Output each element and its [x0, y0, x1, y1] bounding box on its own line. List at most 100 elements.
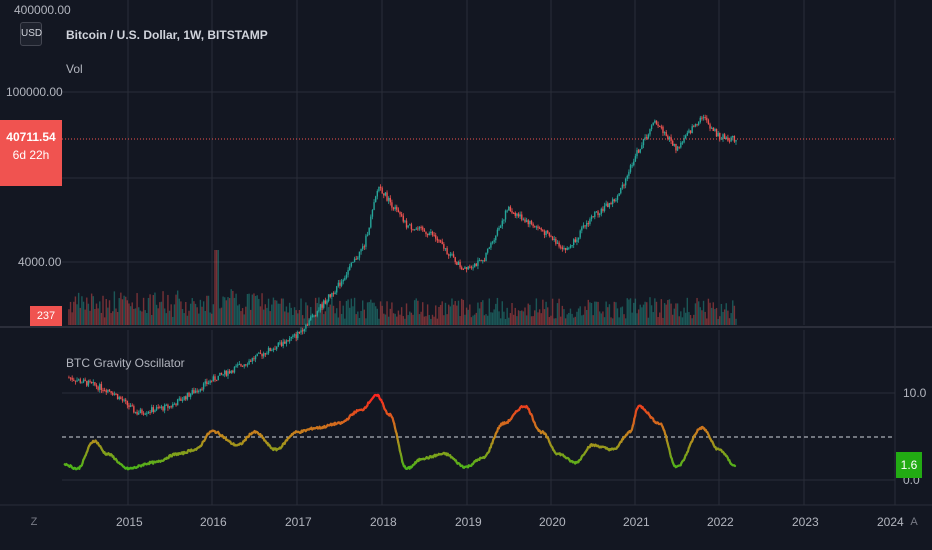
candle-body	[292, 335, 294, 337]
candle-body	[563, 247, 565, 250]
volume-bar	[516, 316, 518, 325]
volume-bar	[430, 318, 432, 325]
currency-button[interactable]: USD	[20, 22, 42, 46]
candle-body	[431, 231, 434, 235]
volume-bar	[295, 310, 297, 325]
candle-body	[392, 207, 395, 210]
candle-body	[159, 407, 161, 409]
candle-body	[673, 143, 676, 146]
volume-bar	[538, 309, 541, 325]
candle-body	[267, 347, 270, 354]
volume-bar	[564, 318, 567, 325]
volume-bar	[352, 306, 354, 325]
price-tick-label: 400000.00	[14, 3, 71, 17]
volume-bar	[662, 317, 664, 325]
candle-body	[173, 403, 176, 405]
candle-body	[667, 135, 669, 139]
time-axis[interactable]: 2015 2016 2017 2018 2019 2020 2021 2022 …	[116, 515, 904, 529]
volume-bar	[699, 307, 701, 325]
volume-bar	[277, 303, 279, 325]
time-tick-label: 2018	[370, 515, 397, 529]
volume-bar	[279, 303, 281, 325]
candle-body	[133, 406, 135, 413]
candle-body	[637, 150, 640, 153]
candle-body	[295, 334, 297, 339]
candle-body	[144, 413, 146, 415]
candle-body	[271, 350, 273, 352]
volume-bar	[672, 314, 674, 325]
candle-body	[467, 266, 469, 270]
volume-bar	[262, 309, 265, 325]
candle-body	[318, 310, 320, 312]
volume-bar	[547, 307, 549, 325]
volume-bar	[201, 306, 203, 325]
auto-scale-left-button[interactable]: Z	[30, 516, 38, 528]
candle-body	[574, 239, 577, 242]
volume-bar	[183, 313, 185, 325]
volume-bar	[436, 318, 439, 325]
volume-bar	[519, 310, 521, 325]
candle-body	[384, 192, 387, 196]
candle-body	[735, 140, 737, 142]
volume-bar	[86, 297, 88, 325]
candle-body	[605, 203, 607, 206]
volume-bar	[155, 304, 158, 325]
volume-bar	[146, 312, 148, 325]
candle-body	[491, 241, 494, 243]
volume-bar	[220, 307, 223, 325]
candle-body	[719, 133, 721, 140]
volume-bar	[349, 307, 351, 325]
volume-bar	[568, 312, 570, 325]
candle-body	[725, 137, 727, 139]
candle-body	[160, 406, 163, 408]
volume-bar	[486, 315, 489, 325]
candle-body	[352, 261, 354, 263]
candle-body	[652, 122, 654, 126]
volume-bar	[441, 301, 443, 325]
candle-body	[262, 353, 265, 357]
candle-body	[105, 390, 107, 393]
volume-bar	[266, 307, 268, 325]
time-tick-label: 2016	[200, 515, 227, 529]
volume-bar	[326, 299, 328, 325]
candle-body	[214, 376, 216, 381]
volume-bar	[355, 314, 357, 325]
auto-scale-right-button[interactable]: A	[910, 516, 918, 528]
candle-body	[243, 364, 245, 367]
candle-body	[680, 142, 682, 148]
volume-bar	[616, 308, 619, 325]
candle-body	[714, 128, 716, 131]
volume-bar	[81, 296, 83, 325]
candle-body	[595, 211, 598, 213]
volume-bar	[451, 298, 453, 325]
volume-bar	[319, 304, 322, 325]
volume-bar	[82, 301, 85, 325]
volume-bar	[120, 292, 122, 325]
candle-body	[441, 241, 443, 245]
candle-body	[646, 137, 648, 139]
candle-body	[425, 231, 427, 235]
candle-body	[618, 193, 620, 196]
candle-body	[389, 197, 391, 203]
volume-bar	[347, 299, 349, 325]
volume-bar	[667, 300, 669, 325]
candle-body	[365, 235, 367, 247]
volume-bar	[473, 314, 476, 325]
volume-bar	[157, 308, 159, 325]
osc-series	[63, 393, 737, 471]
volume-bar	[371, 302, 374, 325]
volume-bar	[288, 302, 291, 325]
volume-bars	[68, 250, 737, 325]
volume-bar	[623, 314, 625, 325]
volume-bar	[269, 311, 271, 325]
candle-body	[522, 219, 525, 221]
candle-body	[462, 269, 465, 271]
volume-bar	[181, 309, 184, 325]
candle-body	[370, 216, 372, 228]
volume-bar	[212, 304, 215, 325]
volume-bar	[694, 303, 697, 325]
volume-bar	[394, 313, 396, 325]
candle-body	[368, 227, 370, 235]
volume-bar	[176, 290, 179, 325]
